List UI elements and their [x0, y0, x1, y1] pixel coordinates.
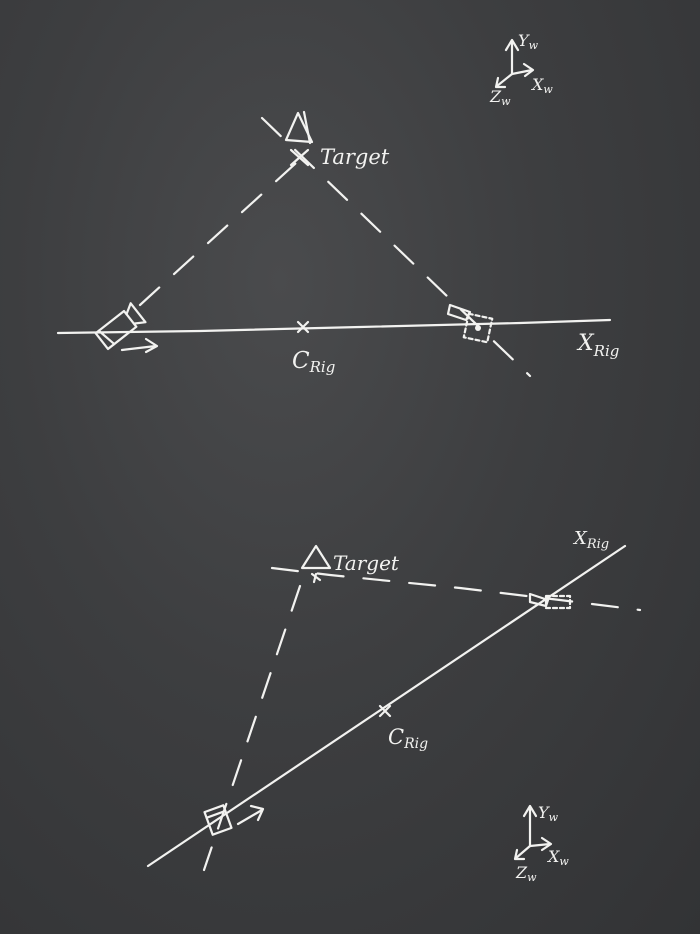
bottom-rig-center-marker: [378, 704, 392, 718]
bottom-target-marker: [300, 544, 332, 584]
top-left-sight-line: [138, 161, 298, 307]
bottom-rig-center-label: CRig: [388, 725, 428, 752]
top-world-z-label: Zw: [489, 87, 511, 108]
bottom-target-label: Target: [333, 551, 400, 575]
top-rig-axis-label: XRig: [576, 331, 619, 360]
bottom-world-z-label: Zw: [515, 863, 537, 884]
bottom-motion-arrow: [236, 804, 265, 826]
top-diagram: Target CRig XRig: [56, 110, 619, 378]
top-world-axes: Yw Xw Zw: [489, 31, 553, 108]
top-target-marker: [284, 110, 314, 167]
top-right-sight-line: [260, 116, 532, 378]
bottom-vertical-sight-line: [202, 584, 302, 872]
bottom-right-camera: [528, 592, 572, 610]
top-left-camera: [94, 302, 147, 351]
top-rig-center-marker: [296, 320, 310, 334]
bottom-diagram: Target CRig XRig: [146, 528, 642, 872]
bottom-world-axes: Yw Xw Zw: [513, 803, 569, 884]
top-world-x-label: Xw: [530, 75, 553, 96]
bottom-left-camera: [203, 804, 233, 836]
top-target-label: Target: [320, 145, 390, 169]
bottom-horizontal-sight-line: [270, 566, 642, 612]
top-right-camera: [446, 303, 494, 344]
top-rig-center-label: CRig: [292, 348, 335, 376]
top-rig-axis-line: [56, 318, 612, 335]
top-world-y-label: Yw: [518, 31, 539, 52]
bottom-world-x-label: Xw: [546, 847, 569, 868]
top-motion-arrow: [120, 337, 159, 354]
bottom-rig-axis-label: XRig: [572, 528, 609, 552]
bottom-world-y-label: Yw: [538, 803, 559, 824]
